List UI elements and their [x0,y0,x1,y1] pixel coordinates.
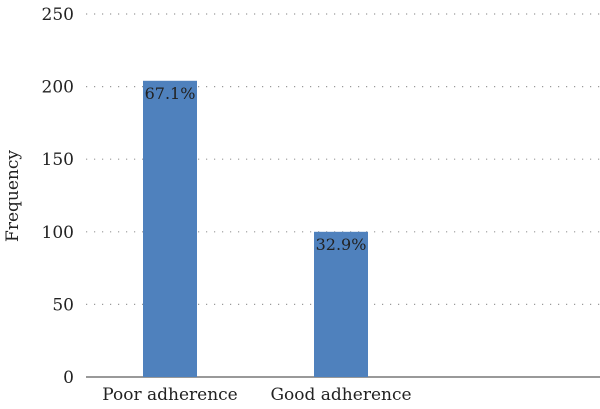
y-tick-label: 100 [42,223,74,243]
x-axis-categories: Poor adherence Good adherence [102,385,411,405]
data-label: 32.9% [316,235,367,254]
data-labels: 67.1% 32.9% [145,84,367,254]
data-label: 67.1% [145,84,196,103]
bar [314,231,368,377]
bar [143,80,197,378]
x-category-label: Poor adherence [102,385,238,405]
y-axis-label: Frequency [3,150,23,242]
y-axis-ticks: 0 50 100 150 200 250 [42,5,74,388]
y-tick-label: 250 [42,5,74,25]
y-tick-label: 200 [42,78,74,98]
y-tick-label: 0 [63,368,74,388]
y-tick-label: 150 [42,150,74,170]
x-category-label: Good adherence [270,385,411,405]
bars [143,80,368,378]
y-tick-label: 50 [52,295,74,315]
